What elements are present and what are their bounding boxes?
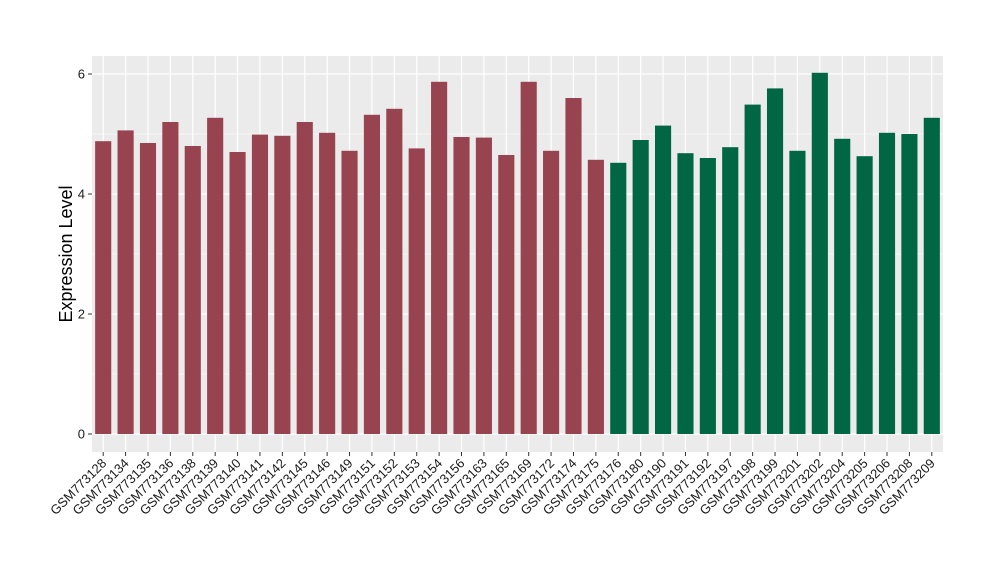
bar-GSM773142	[274, 135, 291, 435]
bar-GSM773206	[878, 132, 896, 435]
bar-GSM773154	[431, 81, 448, 435]
bar-GSM773209	[923, 117, 940, 435]
bar-GSM773135	[139, 143, 157, 434]
y-tick-label: 4	[78, 187, 85, 202]
bar-GSM773165	[498, 155, 515, 434]
bar-GSM773201	[789, 150, 806, 435]
bar-GSM773138	[184, 146, 201, 434]
bar-GSM773197	[722, 147, 739, 434]
bar-GSM773176	[610, 162, 627, 435]
bar-GSM773152	[386, 108, 403, 435]
bar-GSM773141	[251, 134, 269, 434]
bar-GSM773134	[117, 130, 134, 434]
bar-GSM773175	[587, 159, 604, 435]
bar-GSM773191	[677, 153, 694, 434]
bars	[95, 72, 940, 435]
bar-GSM773190	[655, 125, 672, 434]
y-tick-label: 0	[78, 427, 85, 442]
y-axis: 0 2 4 6	[78, 67, 92, 442]
bar-GSM773153	[408, 148, 425, 434]
bar-GSM773139	[207, 117, 224, 435]
bar-GSM773199	[766, 88, 784, 435]
bar-GSM773128	[95, 141, 112, 434]
bar-GSM773198	[744, 104, 761, 434]
bar-GSM773140	[229, 152, 246, 434]
bar-GSM773205	[856, 156, 873, 434]
bar-GSM773208	[901, 134, 918, 434]
bar-GSM773204	[834, 138, 851, 435]
bar-GSM773192	[699, 158, 716, 434]
bar-GSM773156	[453, 137, 470, 434]
bar-GSM773146	[319, 132, 336, 435]
bar-GSM773145	[296, 122, 313, 434]
bar-GSM773169	[520, 81, 537, 435]
bar-GSM773149	[341, 150, 358, 435]
y-tick-label: 6	[78, 67, 85, 82]
bar-GSM773172	[543, 150, 560, 435]
bar-GSM773174	[565, 98, 582, 434]
y-tick-label: 2	[78, 307, 85, 322]
bar-GSM773180	[632, 140, 649, 434]
y-axis-title: Expression Level	[56, 185, 76, 322]
bar-GSM773151	[363, 114, 380, 435]
x-axis: GSM773128GSM773134GSM773135GSM773136GSM7…	[47, 452, 938, 518]
bar-GSM773163	[475, 137, 492, 434]
bar-GSM773136	[162, 122, 179, 434]
bar-GSM773202	[811, 72, 828, 435]
